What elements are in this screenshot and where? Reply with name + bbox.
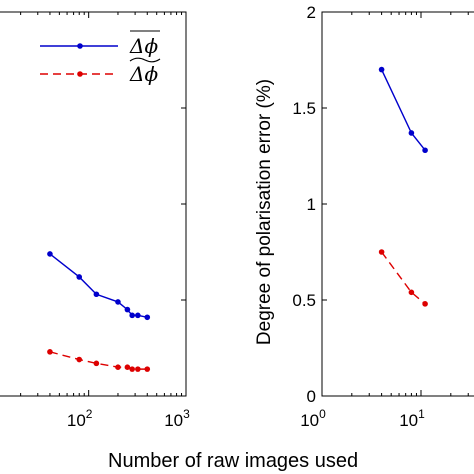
data-point [144, 314, 151, 321]
series-line-0 [49, 253, 148, 318]
data-point [124, 364, 131, 371]
data-point [115, 299, 121, 305]
data-point [129, 312, 135, 319]
plot-area [47, 251, 151, 372]
data-point [422, 147, 428, 154]
y-tick-label: 1.5 [292, 99, 316, 118]
data-point [422, 301, 428, 307]
legend-marker [77, 43, 83, 49]
series-line-1 [381, 251, 426, 305]
legend: Δϕ Δϕ [40, 30, 161, 86]
data-point [135, 312, 141, 319]
data-point [408, 289, 415, 296]
left-panel: 102 103 Δϕ Δϕ [0, 11, 190, 430]
legend-marker [77, 71, 83, 77]
data-point [47, 251, 53, 257]
data-point [115, 364, 121, 371]
data-point [144, 366, 151, 372]
series-line-1 [49, 351, 148, 370]
data-point [408, 130, 415, 136]
legend-tilde [129, 57, 161, 63]
y-tick-label: 0.5 [292, 291, 316, 310]
data-point [76, 356, 83, 363]
legend-entry: Δϕ [129, 34, 158, 58]
x-axis-label: Number of raw images used [108, 450, 358, 472]
data-point [378, 249, 385, 255]
data-point [135, 366, 141, 372]
data-point [124, 306, 131, 313]
data-point [47, 349, 53, 355]
y-tick-label: 0 [307, 387, 316, 406]
data-point [93, 291, 100, 298]
y-tick-label: 2 [307, 3, 316, 22]
axes-frame [0, 11, 187, 397]
data-point [378, 66, 385, 73]
plot-area [378, 66, 428, 307]
y-axis-label: Degree of polarisation error (%) [254, 79, 275, 345]
x-tick-label: 100 [300, 407, 326, 430]
series-line-0 [380, 69, 426, 151]
x-tick-label: 102 [67, 407, 93, 430]
x-tick-label: 101 [399, 407, 425, 430]
y-tick-label: 1 [307, 195, 316, 214]
x-tick-label: 103 [164, 407, 190, 430]
data-point [129, 366, 135, 372]
right-panel: 0 0.5 1 1.5 2 100 101 Degree of polarisation er… [254, 3, 474, 430]
data-point [93, 360, 100, 367]
legend-entry: Δϕ [129, 62, 158, 86]
axes-frame [321, 11, 474, 397]
data-point [76, 274, 83, 280]
